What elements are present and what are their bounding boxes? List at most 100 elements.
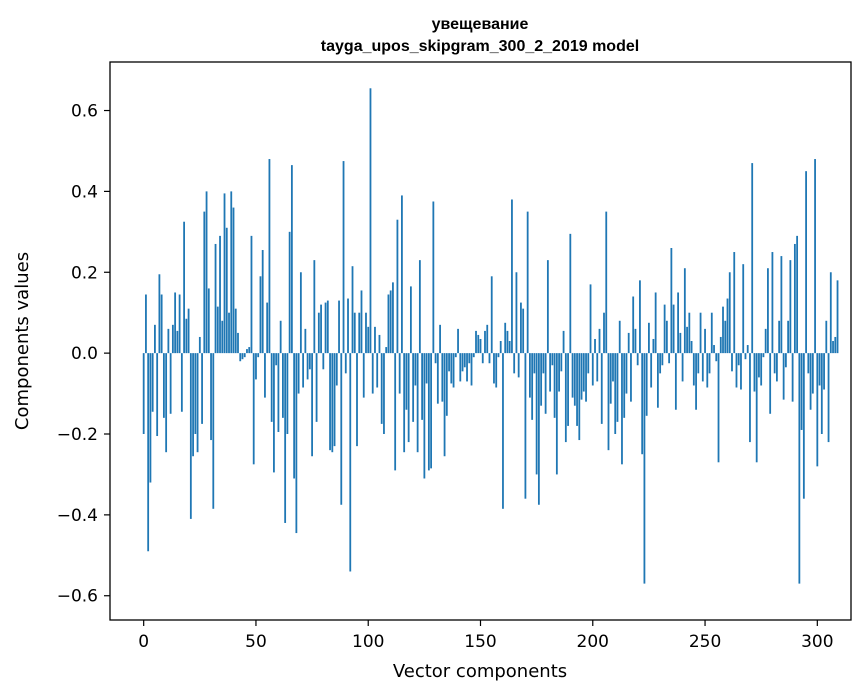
bar-49 — [252, 353, 255, 465]
bar-235 — [670, 248, 673, 354]
bar-57 — [270, 353, 273, 422]
bar-98 — [362, 353, 365, 398]
bar-108 — [385, 347, 388, 354]
bar-66 — [290, 165, 293, 354]
bar-104 — [376, 353, 379, 388]
bar-4 — [151, 353, 154, 412]
bar-148 — [475, 330, 477, 354]
bar-267 — [742, 264, 745, 354]
bar-274 — [758, 353, 760, 378]
bar-277 — [764, 328, 767, 354]
bar-series — [142, 88, 839, 584]
bar-80 — [322, 353, 325, 370]
bar-97 — [360, 290, 363, 354]
bar-240 — [681, 353, 684, 382]
x-tick-label: 150 — [464, 632, 496, 652]
bar-19 — [185, 318, 188, 354]
bar-225 — [648, 322, 650, 354]
bar-67 — [293, 353, 296, 479]
bar-281 — [773, 353, 776, 374]
bar-120 — [412, 353, 415, 422]
bar-232 — [663, 304, 666, 354]
y-tick-label: −0.6 — [57, 587, 98, 607]
bar-9 — [162, 353, 165, 418]
bar-284 — [780, 256, 783, 354]
bar-161 — [504, 322, 507, 354]
bar-253 — [710, 312, 713, 354]
bar-17 — [180, 353, 183, 412]
bar-295 — [805, 171, 807, 354]
bar-103 — [374, 326, 376, 354]
bar-165 — [513, 353, 516, 374]
bar-105 — [378, 334, 381, 354]
bar-305 — [827, 353, 830, 443]
bar-23 — [194, 353, 197, 434]
bar-251 — [706, 353, 709, 388]
bar-294 — [802, 353, 805, 499]
bar-269 — [746, 345, 749, 354]
bar-248 — [699, 312, 702, 354]
bar-109 — [387, 294, 390, 354]
bar-136 — [448, 353, 450, 372]
bar-128 — [430, 353, 432, 469]
bar-147 — [472, 353, 475, 358]
bar-126 — [425, 353, 428, 384]
bar-132 — [439, 324, 441, 354]
bar-5 — [154, 324, 156, 354]
bar-164 — [511, 199, 513, 354]
bar-279 — [769, 353, 772, 414]
bar-99 — [365, 312, 367, 354]
bar-299 — [814, 159, 816, 354]
bar-52 — [259, 276, 262, 354]
bar-18 — [183, 221, 185, 354]
bar-303 — [823, 353, 825, 390]
bar-26 — [201, 353, 203, 424]
bar-191 — [571, 353, 574, 398]
bar-14 — [174, 292, 177, 354]
bar-124 — [421, 353, 424, 420]
bar-62 — [282, 353, 284, 418]
bar-260 — [726, 298, 729, 354]
bar-293 — [800, 353, 803, 430]
bar-50 — [255, 353, 257, 380]
bar-209 — [612, 353, 614, 382]
bar-245 — [692, 353, 695, 386]
bar-96 — [358, 312, 361, 354]
bar-37 — [225, 227, 228, 354]
bar-258 — [722, 306, 724, 354]
bar-151 — [481, 353, 484, 364]
bar-145 — [468, 353, 471, 364]
bar-238 — [677, 292, 679, 354]
bar-69 — [297, 353, 300, 394]
bar-44 — [241, 353, 244, 360]
bar-184 — [555, 353, 558, 475]
bar-140 — [457, 328, 459, 354]
chart-title-line-2: tayga_upos_skipgram_300_2_2019 model — [321, 38, 639, 55]
y-tick-label: 0.0 — [71, 344, 98, 364]
bar-190 — [569, 233, 572, 354]
bar-180 — [546, 260, 549, 354]
x-axis-label: Vector components — [393, 661, 567, 682]
bar-301 — [818, 353, 821, 386]
bar-226 — [650, 353, 653, 388]
x-tick-label: 50 — [245, 632, 267, 652]
bar-237 — [674, 353, 677, 410]
bar-3 — [149, 353, 152, 483]
bar-75 — [311, 353, 313, 457]
bar-173 — [531, 353, 534, 420]
bar-231 — [661, 353, 664, 366]
bar-288 — [789, 260, 792, 354]
bar-88 — [340, 353, 343, 505]
bar-94 — [353, 312, 356, 354]
bar-244 — [690, 341, 693, 354]
bar-239 — [679, 332, 682, 354]
bar-117 — [405, 353, 408, 410]
bar-270 — [749, 353, 751, 443]
bar-32 — [214, 243, 217, 354]
bar-155 — [490, 276, 493, 354]
bar-185 — [558, 353, 560, 392]
bar-199 — [589, 284, 592, 354]
bar-289 — [791, 353, 794, 402]
bar-146 — [470, 353, 473, 386]
bar-153 — [486, 324, 489, 354]
